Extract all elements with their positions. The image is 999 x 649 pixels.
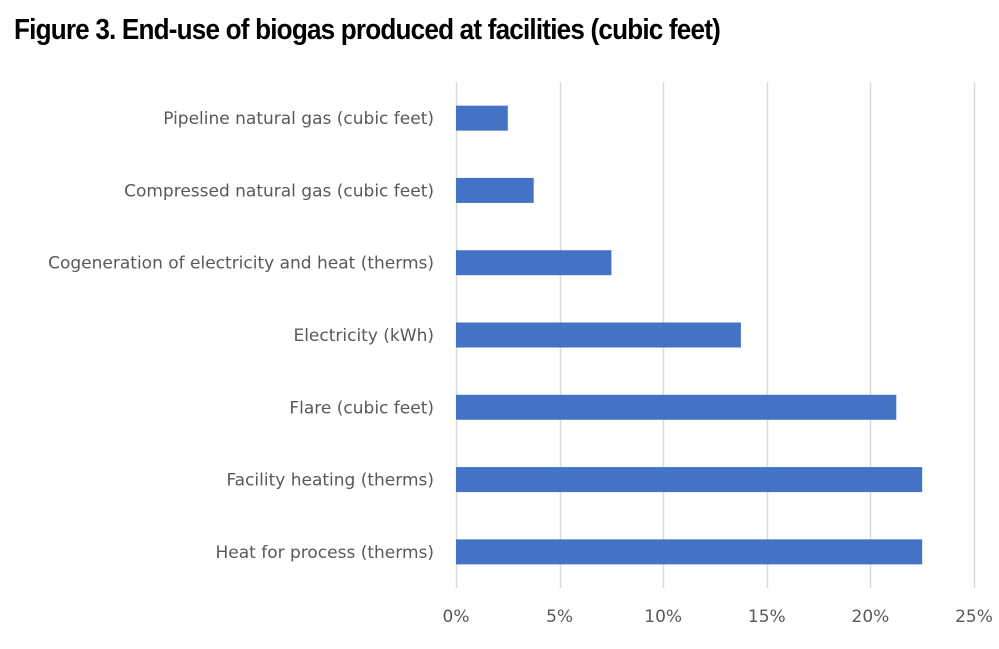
bar xyxy=(456,394,897,420)
x-tick-label: 5% xyxy=(546,607,573,627)
x-tick-label: 25% xyxy=(955,607,993,627)
category-label: Facility heating (therms) xyxy=(226,471,434,491)
category-label: Flare (cubic feet) xyxy=(289,398,434,418)
category-label: Heat for process (therms) xyxy=(215,543,434,563)
category-label: Cogeneration of electricity and heat (th… xyxy=(48,254,434,274)
x-tick-label: 10% xyxy=(644,607,682,627)
x-tick-labels: 0% 5% 10% 15% 20% 25% xyxy=(443,607,993,627)
bar xyxy=(456,250,612,276)
category-label: Electricity (kWh) xyxy=(293,326,434,346)
bar xyxy=(456,467,923,493)
x-tick-label: 15% xyxy=(748,607,786,627)
category-label: Compressed natural gas (cubic feet) xyxy=(124,181,434,201)
x-tick-label: 0% xyxy=(443,607,470,627)
bar xyxy=(456,177,534,203)
bar xyxy=(456,322,741,348)
bar xyxy=(456,105,508,131)
category-labels: Pipeline natural gas (cubic feet) Compres… xyxy=(48,109,434,563)
category-label: Pipeline natural gas (cubic feet) xyxy=(163,109,434,129)
bars xyxy=(456,105,923,565)
x-tick-label: 20% xyxy=(852,607,890,627)
chart-title: Figure 3. End-use of biogas produced at … xyxy=(14,14,721,46)
bar xyxy=(456,539,923,565)
